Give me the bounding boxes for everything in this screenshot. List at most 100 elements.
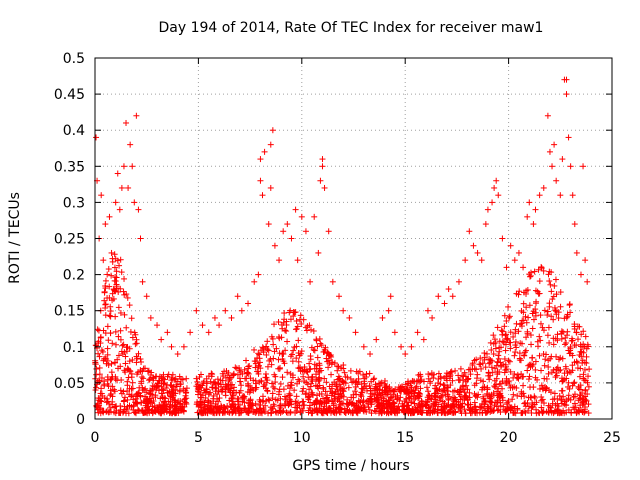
data-point	[367, 351, 374, 358]
data-point-cloud	[193, 375, 200, 382]
data-point-cloud	[482, 364, 489, 371]
data-point-cloud	[125, 374, 132, 381]
data-point-cloud	[313, 392, 320, 399]
data-point-cloud	[423, 384, 430, 391]
data-point-cloud	[262, 402, 269, 409]
data-point-cloud	[529, 401, 536, 408]
data-point-cloud	[459, 385, 466, 392]
data-point-cloud	[311, 347, 318, 354]
data-point	[503, 264, 510, 271]
data-point	[154, 322, 161, 329]
data-point-cloud	[548, 288, 555, 295]
data-point-cloud	[411, 400, 418, 407]
data-point	[571, 221, 578, 228]
data-point	[238, 307, 245, 314]
data-point-cloud	[284, 409, 291, 416]
data-point-cloud	[371, 375, 378, 382]
data-point-cloud	[142, 385, 149, 392]
data-point-cloud	[456, 389, 463, 396]
data-point-cloud	[112, 359, 119, 366]
data-point-cloud	[585, 410, 592, 417]
data-point	[205, 329, 212, 336]
data-point-cloud	[580, 371, 587, 378]
data-point-cloud	[138, 374, 145, 381]
data-point-cloud	[353, 378, 360, 385]
data-point-cloud	[425, 396, 432, 403]
data-point-cloud	[235, 396, 242, 403]
data-point-cloud	[296, 352, 303, 359]
data-point-cloud	[234, 371, 241, 378]
data-point	[284, 221, 291, 228]
data-point-cloud	[245, 400, 252, 407]
data-point	[143, 293, 150, 300]
data-point-cloud	[107, 377, 114, 384]
data-point-cloud	[98, 390, 105, 397]
data-point-cloud	[576, 373, 583, 380]
data-point-cloud	[439, 409, 446, 416]
data-point-cloud	[222, 381, 229, 388]
data-point-cloud	[563, 314, 570, 321]
data-point-cloud	[417, 373, 424, 380]
data-point-cloud	[398, 386, 405, 393]
chart-title: Day 194 of 2014, Rate Of TEC Index for r…	[159, 20, 544, 36]
data-point-cloud	[267, 410, 274, 417]
data-point-cloud	[111, 287, 118, 294]
data-point-cloud	[305, 374, 312, 381]
data-point-cloud	[123, 324, 130, 331]
data-point-cloud	[445, 393, 452, 400]
data-point-cloud	[584, 379, 591, 386]
data-point-cloud	[310, 327, 317, 334]
data-point-cloud	[373, 395, 380, 402]
data-point-cloud	[424, 399, 431, 406]
data-point-cloud	[582, 333, 589, 340]
data-point-cloud	[269, 395, 276, 402]
data-point-cloud	[108, 390, 115, 397]
data-point-cloud	[326, 352, 333, 359]
data-point-cloud	[347, 375, 354, 382]
data-point-cloud	[302, 391, 309, 398]
data-point-cloud	[535, 266, 542, 273]
data-point-cloud	[275, 356, 282, 363]
data-point-cloud	[555, 356, 562, 363]
data-point-cloud	[436, 395, 443, 402]
data-point-cloud	[124, 365, 131, 372]
data-point-cloud	[117, 285, 124, 292]
data-point-cloud	[366, 370, 373, 377]
data-point-cloud	[284, 338, 291, 345]
data-point-cloud	[496, 369, 503, 376]
data-point-cloud	[538, 382, 545, 389]
data-point-cloud	[324, 358, 331, 365]
data-point-cloud	[320, 384, 327, 391]
x-axis-label: GPS time / hours	[292, 458, 409, 474]
data-point-cloud	[94, 326, 101, 333]
data-point-cloud	[367, 396, 374, 403]
data-point-cloud	[316, 335, 323, 342]
data-point-cloud	[477, 404, 484, 411]
data-point-cloud	[108, 272, 115, 279]
data-point-cloud	[581, 359, 588, 366]
data-point-cloud	[296, 316, 303, 323]
data-point	[267, 184, 274, 191]
data-point-cloud	[154, 383, 161, 390]
data-point	[255, 271, 262, 278]
data-point-cloud	[301, 366, 308, 373]
data-point-cloud	[561, 376, 568, 383]
data-point-cloud	[525, 314, 532, 321]
data-point-cloud	[401, 387, 408, 394]
data-point-cloud	[531, 268, 538, 275]
data-point-cloud	[341, 369, 348, 376]
data-point-cloud	[256, 355, 263, 362]
data-point-cloud	[331, 359, 338, 366]
data-point-cloud	[450, 403, 457, 410]
data-point	[584, 278, 591, 285]
data-point-cloud	[564, 311, 571, 318]
data-point-cloud	[138, 399, 145, 406]
data-point-cloud	[425, 371, 432, 378]
data-point-cloud	[529, 325, 536, 332]
data-point-cloud	[97, 334, 104, 341]
data-point-cloud	[320, 395, 327, 402]
data-point-cloud	[477, 355, 484, 362]
data-point-cloud	[216, 410, 223, 417]
data-point-cloud	[118, 269, 125, 276]
data-point-cloud	[536, 278, 543, 285]
